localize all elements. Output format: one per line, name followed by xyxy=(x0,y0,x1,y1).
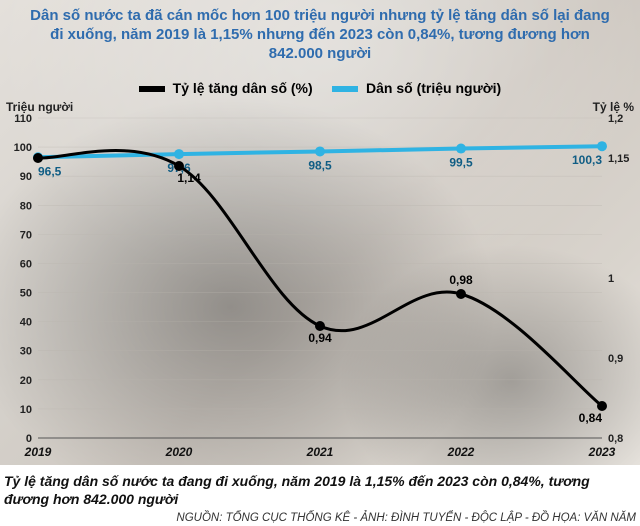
y-right-title: Tỷ lệ % xyxy=(593,100,634,114)
svg-text:40: 40 xyxy=(20,317,32,329)
svg-text:2021: 2021 xyxy=(306,445,334,459)
figure-credit: NGUỒN: TỔNG CỤC THỐNG KÊ - ẢNH: ĐÌNH TUY… xyxy=(0,510,640,524)
svg-text:60: 60 xyxy=(20,258,32,270)
y-left-title: Triệu người xyxy=(6,100,73,114)
svg-text:1,14: 1,14 xyxy=(177,171,201,185)
svg-text:20: 20 xyxy=(20,375,32,387)
svg-text:0: 0 xyxy=(26,433,32,445)
legend-swatch-population xyxy=(332,86,358,92)
svg-text:1: 1 xyxy=(608,273,614,285)
svg-text:0,94: 0,94 xyxy=(308,331,332,345)
svg-text:0,98: 0,98 xyxy=(449,273,473,287)
legend-label-population: Dân số (triệu người) xyxy=(366,80,501,96)
svg-text:100,3: 100,3 xyxy=(572,153,602,167)
svg-text:1,15: 1,15 xyxy=(608,153,629,165)
svg-text:0,8: 0,8 xyxy=(608,433,623,445)
svg-text:50: 50 xyxy=(20,288,32,300)
svg-text:99,5: 99,5 xyxy=(449,156,473,170)
svg-text:110: 110 xyxy=(14,113,32,125)
svg-text:2023: 2023 xyxy=(588,445,616,459)
svg-text:96,5: 96,5 xyxy=(38,164,62,178)
svg-text:2020: 2020 xyxy=(165,445,193,459)
svg-text:70: 70 xyxy=(20,229,32,241)
svg-text:0,84: 0,84 xyxy=(579,411,603,425)
chart-headline: Dân số nước ta đã cán mốc hơn 100 triệu … xyxy=(0,6,640,64)
chart-legend: Tỷ lệ tăng dân số (%) Dân số (triệu ngườ… xyxy=(0,80,640,96)
chart-panel: Dân số nước ta đã cán mốc hơn 100 triệu … xyxy=(0,0,640,465)
svg-text:2022: 2022 xyxy=(447,445,475,459)
svg-text:10: 10 xyxy=(20,404,32,416)
svg-text:2019: 2019 xyxy=(24,445,52,459)
svg-text:98,5: 98,5 xyxy=(308,158,332,172)
legend-label-growth: Tỷ lệ tăng dân số (%) xyxy=(173,80,313,96)
svg-text:100: 100 xyxy=(14,142,32,154)
svg-text:1,2: 1,2 xyxy=(608,113,623,125)
svg-text:0,9: 0,9 xyxy=(608,353,623,365)
svg-text:90: 90 xyxy=(20,171,32,183)
chart-svg: 0 10 20 30 40 50 60 70 80 90 100 110 0,8 0,9 1 1,15 1,2 2… xyxy=(0,0,640,465)
svg-text:30: 30 xyxy=(20,346,32,358)
figure-caption: Tỷ lệ tăng dân số nước ta đang đi xuống,… xyxy=(0,465,640,510)
legend-swatch-growth xyxy=(139,86,165,92)
svg-text:80: 80 xyxy=(20,200,32,212)
